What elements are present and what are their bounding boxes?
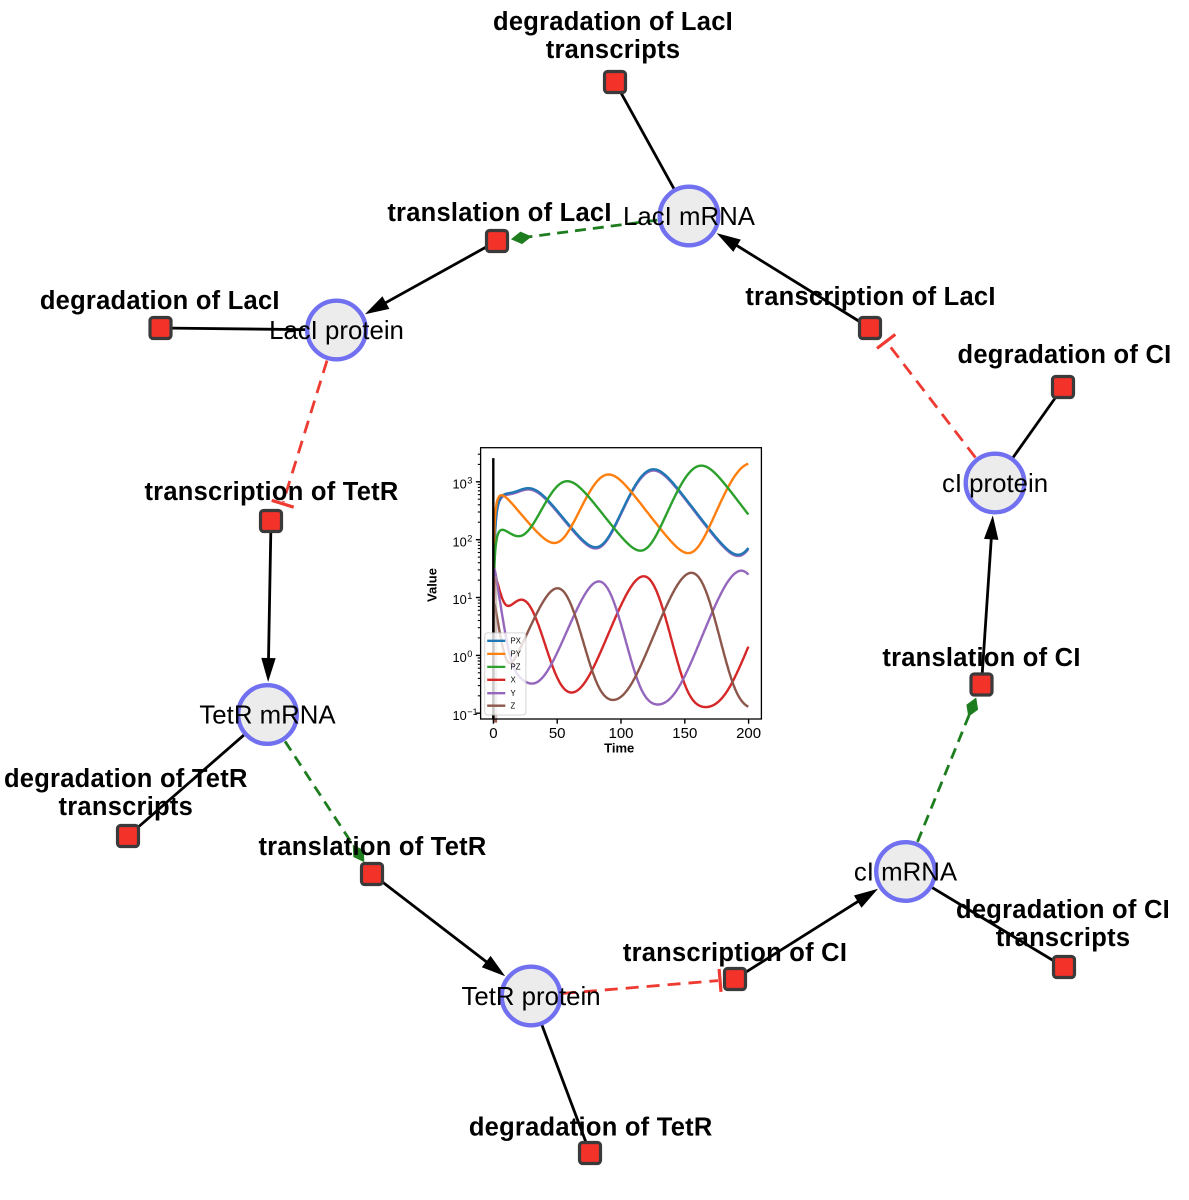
svg-text:transcripts: transcripts [59, 793, 194, 821]
svg-text:200: 200 [736, 725, 761, 742]
svg-text:10: 10 [452, 534, 466, 549]
svg-text:−1: −1 [467, 707, 477, 717]
svg-text:TetR mRNA: TetR mRNA [199, 702, 336, 730]
svg-text:translation of TetR: translation of TetR [258, 833, 486, 861]
svg-text:transcripts: transcripts [546, 36, 681, 64]
svg-text:translation of LacI: translation of LacI [387, 199, 611, 227]
svg-text:X: X [511, 676, 517, 685]
svg-text:50: 50 [549, 725, 566, 742]
svg-text:degradation of TetR: degradation of TetR [4, 765, 248, 793]
svg-text:10: 10 [452, 708, 466, 723]
svg-text:transcripts: transcripts [996, 924, 1131, 952]
svg-text:LacI mRNA: LacI mRNA [623, 203, 756, 231]
svg-text:cI mRNA: cI mRNA [854, 859, 958, 887]
svg-text:transcription of CI: transcription of CI [623, 939, 847, 967]
svg-text:transcription of LacI: transcription of LacI [745, 283, 995, 311]
svg-text:100: 100 [608, 725, 633, 742]
svg-text:150: 150 [672, 725, 697, 742]
svg-text:Y: Y [511, 689, 517, 698]
svg-text:PY: PY [511, 650, 522, 659]
svg-text:10: 10 [452, 476, 466, 491]
svg-text:0: 0 [467, 649, 472, 659]
svg-text:LacI protein: LacI protein [269, 317, 404, 345]
svg-text:PZ: PZ [511, 663, 521, 672]
svg-text:1: 1 [467, 591, 472, 601]
svg-text:3: 3 [467, 475, 472, 485]
svg-text:2: 2 [467, 533, 472, 543]
svg-text:Time: Time [604, 741, 634, 756]
svg-text:10: 10 [452, 650, 466, 665]
svg-text:degradation of LacI: degradation of LacI [40, 287, 280, 315]
svg-text:degradation of CI: degradation of CI [958, 341, 1172, 369]
svg-text:Z: Z [511, 702, 516, 711]
svg-text:cI protein: cI protein [942, 470, 1048, 498]
svg-text:0: 0 [489, 725, 497, 742]
svg-text:degradation of CI: degradation of CI [956, 896, 1170, 924]
svg-text:PX: PX [511, 637, 522, 646]
svg-text:transcription of TetR: transcription of TetR [144, 478, 398, 506]
svg-text:TetR protein: TetR protein [461, 983, 600, 1011]
svg-text:degradation of LacI: degradation of LacI [493, 8, 733, 36]
svg-text:translation of CI: translation of CI [882, 644, 1080, 672]
svg-text:10: 10 [452, 592, 466, 607]
svg-text:degradation of TetR: degradation of TetR [469, 1114, 713, 1142]
svg-text:Value: Value [425, 568, 440, 602]
